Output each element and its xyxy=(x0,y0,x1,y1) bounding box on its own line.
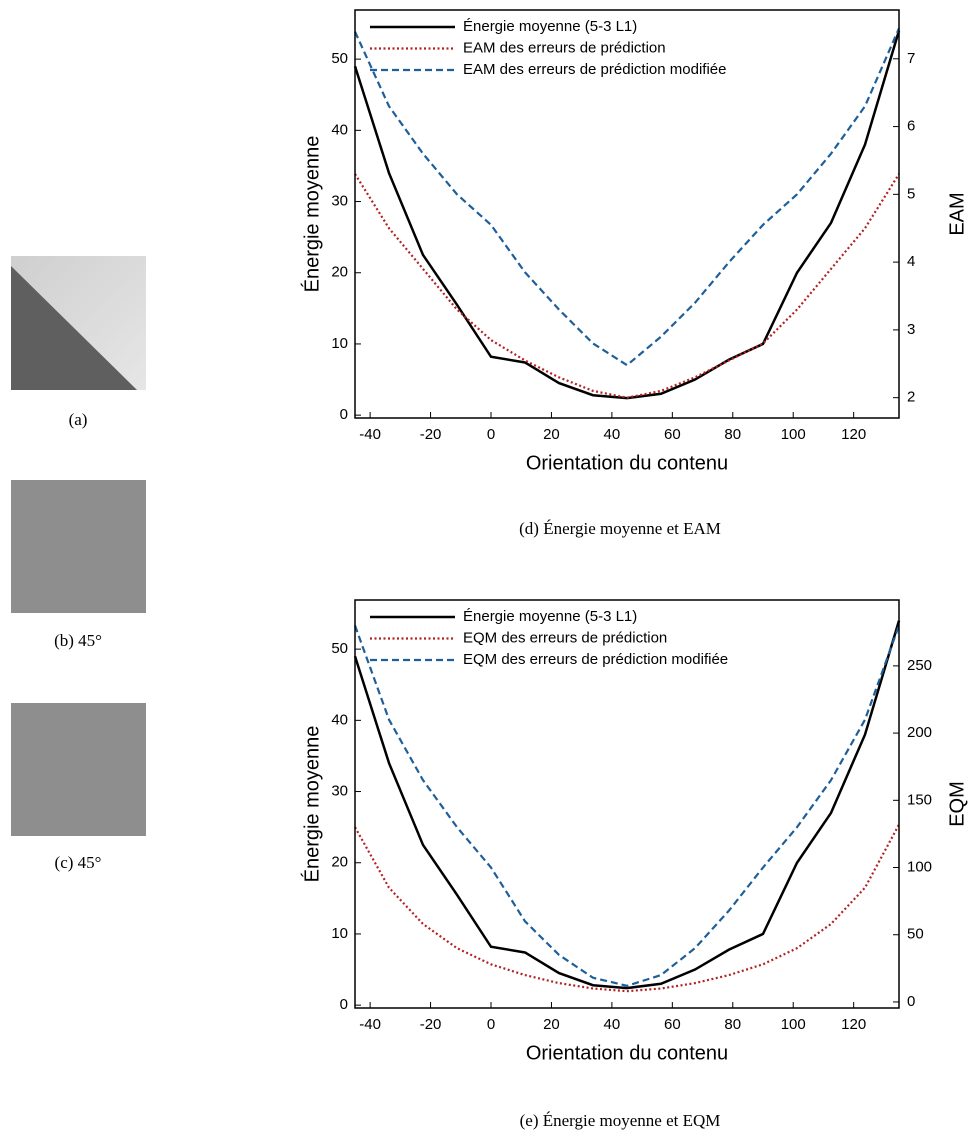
x-tick-label: 0 xyxy=(487,1016,495,1033)
x-tick-label: -20 xyxy=(420,426,442,443)
x-tick-label: 40 xyxy=(604,426,621,443)
y2-tick-label: 2 xyxy=(907,389,915,406)
y-tick-label: 20 xyxy=(331,264,348,281)
image-caption: (b) 45° xyxy=(54,631,102,650)
y-tick-label: 30 xyxy=(331,783,348,800)
legend-label: EAM des erreurs de prédiction xyxy=(463,39,666,56)
y2-axis-label: EAM xyxy=(946,192,968,235)
series-line xyxy=(353,625,901,987)
plot-frame xyxy=(354,599,900,1009)
x-axis-label: Orientation du contenu xyxy=(526,1042,728,1064)
y2-tick-label: 100 xyxy=(907,858,932,875)
legend-label: Énergie moyenne (5-3 L1) xyxy=(463,608,637,625)
series-line xyxy=(354,173,900,399)
y2-tick-label: 7 xyxy=(907,50,915,67)
y-tick-label: 40 xyxy=(331,711,348,728)
y-tick-label: 20 xyxy=(331,854,348,871)
y2-tick-label: 4 xyxy=(907,253,915,270)
y2-tick-label: 50 xyxy=(907,926,924,943)
y2-tick-label: 6 xyxy=(907,118,915,135)
series-line xyxy=(354,823,900,993)
y-tick-label: 10 xyxy=(331,335,348,352)
series-line xyxy=(353,30,901,400)
image-c xyxy=(11,703,146,836)
y-tick-label: 0 xyxy=(340,996,348,1013)
x-tick-label: 100 xyxy=(781,426,806,443)
y2-tick-label: 200 xyxy=(907,724,932,741)
y2-axis-label: EQM xyxy=(946,781,968,827)
image-caption: (a) xyxy=(69,410,88,429)
legend-label: Énergie moyenne (5-3 L1) xyxy=(463,18,637,35)
x-tick-label: 80 xyxy=(724,426,741,443)
y2-tick-label: 3 xyxy=(907,321,915,338)
y2-tick-label: 0 xyxy=(907,993,915,1010)
x-tick-label: -40 xyxy=(359,1016,381,1033)
x-tick-label: 60 xyxy=(664,426,681,443)
plot-frame xyxy=(354,9,900,419)
x-tick-label: 120 xyxy=(841,1016,866,1033)
legend-label: EQM des erreurs de prédiction xyxy=(463,629,667,646)
x-tick-label: 20 xyxy=(543,426,560,443)
x-tick-label: 0 xyxy=(487,426,495,443)
image-b xyxy=(11,480,146,613)
x-tick-label: 20 xyxy=(543,1016,560,1033)
x-axis-label: Orientation du contenu xyxy=(526,452,728,474)
y-tick-label: 50 xyxy=(331,50,348,67)
x-tick-label: 80 xyxy=(724,1016,741,1033)
y-tick-label: 50 xyxy=(331,640,348,657)
y-axis-label: Énergie moyenne xyxy=(300,726,323,883)
y-tick-label: 0 xyxy=(340,406,348,423)
image-a-dark xyxy=(11,266,137,390)
y-tick-label: 10 xyxy=(331,925,348,942)
y2-tick-label: 5 xyxy=(907,185,915,202)
series-line xyxy=(353,27,901,367)
image-caption: (c) 45° xyxy=(55,853,102,872)
y-axis-label: Énergie moyenne xyxy=(300,136,323,293)
chart-caption: (d) Énergie moyenne et EAM xyxy=(519,519,721,538)
y-tick-label: 30 xyxy=(331,193,348,210)
x-tick-label: 40 xyxy=(604,1016,621,1033)
x-tick-label: 100 xyxy=(781,1016,806,1033)
chart-caption: (e) Énergie moyenne et EQM xyxy=(520,1111,721,1130)
x-tick-label: -40 xyxy=(359,426,381,443)
y2-tick-label: 250 xyxy=(907,657,932,674)
y-tick-label: 40 xyxy=(331,121,348,138)
legend-label: EAM des erreurs de prédiction modifiée xyxy=(463,61,726,78)
legend-label: EQM des erreurs de prédiction modifiée xyxy=(463,651,728,668)
y2-tick-label: 150 xyxy=(907,791,932,808)
series-line xyxy=(353,620,901,990)
x-tick-label: -20 xyxy=(420,1016,442,1033)
x-tick-label: 120 xyxy=(841,426,866,443)
x-tick-label: 60 xyxy=(664,1016,681,1033)
